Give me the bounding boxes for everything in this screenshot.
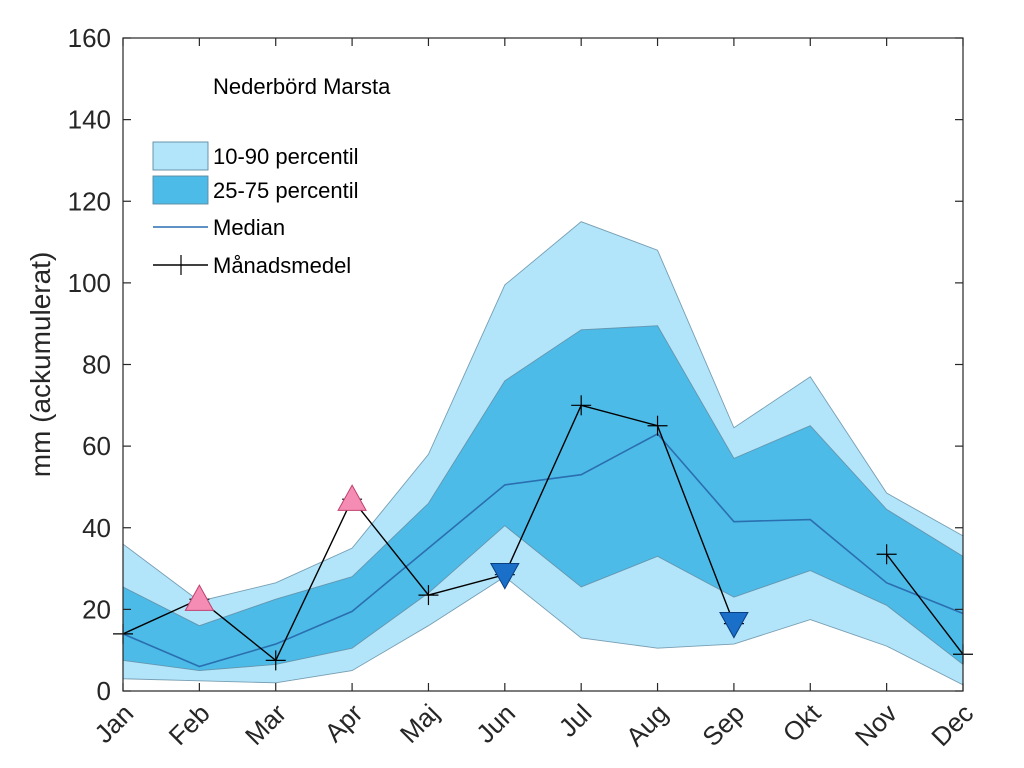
- event-markers: [184, 484, 749, 639]
- monthly-mean-point-jul: [571, 395, 592, 416]
- marker-triangle-down-jun: [489, 562, 520, 590]
- y-tick-label: 20: [82, 594, 111, 624]
- legend-item-median: Median: [153, 215, 285, 240]
- monthly-mean-point-nov: [876, 544, 897, 565]
- legend-item-25-75-percentil-swatch: [152, 175, 209, 205]
- legend-item-m-nadsmedel: Månadsmedel: [153, 253, 351, 278]
- y-tick-label: 40: [82, 513, 111, 543]
- marker-triangle-up-feb: [184, 584, 215, 611]
- legend-item-m-nadsmedel-label: Månadsmedel: [213, 253, 351, 278]
- legend-item-10-90-percentil-swatch: [152, 141, 209, 171]
- chart-title: Nederbörd Marsta: [213, 74, 391, 99]
- y-tick-label: 160: [68, 23, 111, 53]
- monthly-mean-point-mar: [265, 650, 286, 671]
- y-axis-title: mm (ackumulerat): [25, 252, 56, 478]
- y-tick-label: 140: [68, 105, 111, 135]
- monthly-mean-line-1: [886, 553, 964, 655]
- median-line: [122, 432, 964, 668]
- monthly-mean-point-maj: [418, 585, 439, 606]
- legend-item-25-75-percentil-label: 25-75 percentil: [213, 178, 359, 203]
- y-tick-label: 60: [82, 431, 111, 461]
- marker-triangle-up-apr: [337, 484, 367, 511]
- legend-item-25-75-percentil: 25-75 percentil: [152, 175, 359, 205]
- monthly-mean-point-aug: [647, 415, 668, 436]
- marker-triangle-down-sep: [719, 611, 749, 639]
- legend-item-median-label: Median: [213, 215, 285, 240]
- y-tick-label: 120: [68, 186, 111, 216]
- legend-item-10-90-percentil: 10-90 percentil: [152, 141, 359, 171]
- y-tick-label: 100: [68, 268, 111, 298]
- y-tick-label: 0: [97, 676, 111, 706]
- y-tick-label: 80: [82, 350, 111, 380]
- legend: 10-90 percentil 25-75 percentil Median Måna…: [152, 141, 359, 278]
- legend-item-10-90-percentil-label: 10-90 percentil: [213, 144, 359, 169]
